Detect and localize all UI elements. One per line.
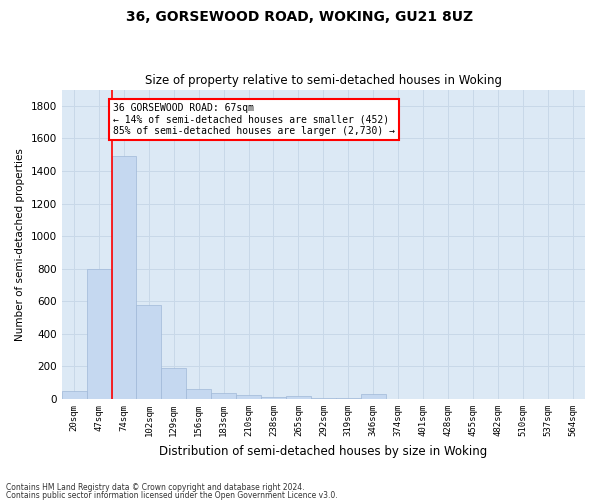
Bar <box>161 368 186 399</box>
Y-axis label: Number of semi-detached properties: Number of semi-detached properties <box>15 148 25 340</box>
Bar <box>136 304 161 399</box>
Bar <box>261 396 286 399</box>
Bar <box>62 391 86 399</box>
X-axis label: Distribution of semi-detached houses by size in Woking: Distribution of semi-detached houses by … <box>159 444 487 458</box>
Bar <box>236 396 261 399</box>
Bar <box>211 392 236 399</box>
Text: Contains HM Land Registry data © Crown copyright and database right 2024.: Contains HM Land Registry data © Crown c… <box>6 484 305 492</box>
Bar <box>112 156 136 399</box>
Text: Contains public sector information licensed under the Open Government Licence v3: Contains public sector information licen… <box>6 490 338 500</box>
Bar <box>86 268 112 399</box>
Bar <box>336 398 361 399</box>
Bar <box>286 396 311 399</box>
Bar <box>311 398 336 399</box>
Bar <box>361 394 386 399</box>
Text: 36 GORSEWOOD ROAD: 67sqm
← 14% of semi-detached houses are smaller (452)
85% of : 36 GORSEWOOD ROAD: 67sqm ← 14% of semi-d… <box>113 102 395 136</box>
Bar <box>186 390 211 399</box>
Title: Size of property relative to semi-detached houses in Woking: Size of property relative to semi-detach… <box>145 74 502 87</box>
Text: 36, GORSEWOOD ROAD, WOKING, GU21 8UZ: 36, GORSEWOOD ROAD, WOKING, GU21 8UZ <box>127 10 473 24</box>
